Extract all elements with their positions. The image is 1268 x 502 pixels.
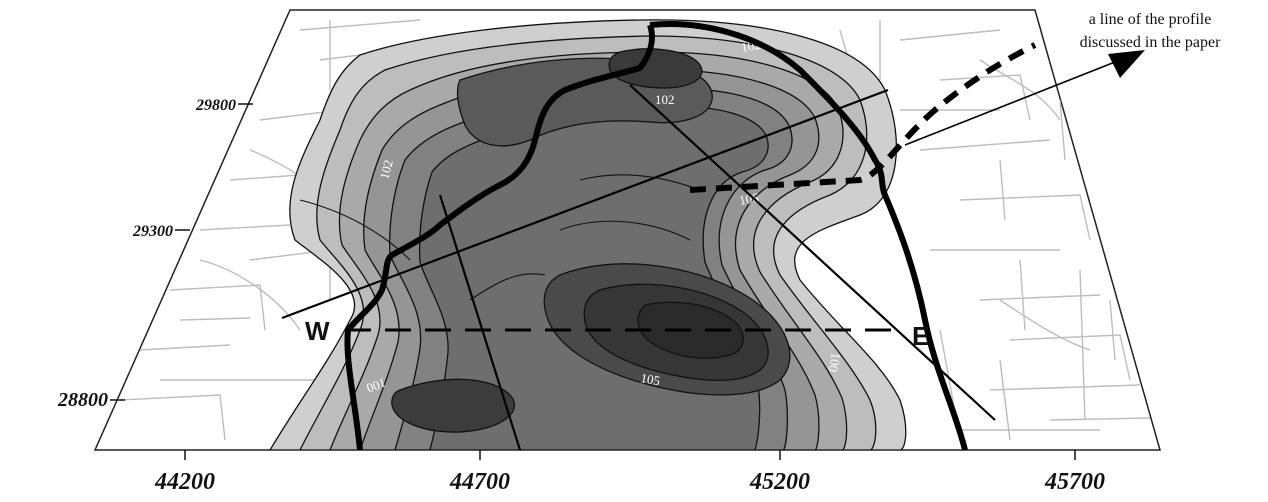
- annotation-arrow-head: [1108, 50, 1145, 78]
- annotation-line-1: a line of the profile: [1088, 11, 1212, 28]
- profile-lines: [281, 84, 996, 450]
- annotation-line-2: discussed in the paper: [1079, 34, 1221, 51]
- contour-label: 102: [655, 92, 675, 107]
- profile-west-label: W: [305, 316, 330, 346]
- x-tick-label: 44700: [449, 469, 510, 495]
- discussed-profile-line: [689, 42, 1037, 193]
- y-tick-label: 29800: [195, 97, 236, 114]
- contour-label: 102: [376, 158, 396, 181]
- x-axis: 44200 44700 45200 45700: [154, 450, 1105, 495]
- profile-east-label: E: [912, 321, 929, 351]
- contour-label: 105: [639, 370, 661, 388]
- y-tick-label: 28800: [57, 389, 108, 411]
- x-tick-label: 45200: [749, 469, 810, 495]
- contour-label: 100: [826, 351, 844, 373]
- annotation-arrow-line: [904, 61, 1116, 146]
- y-axis: 29800 29300 28800: [57, 97, 253, 411]
- contour-label-group: 102 102 102 100 100 105 106: [365, 37, 844, 396]
- contour-label: 106: [738, 190, 760, 208]
- x-tick-label: 45700: [1044, 469, 1105, 495]
- x-tick-label: 44200: [154, 469, 215, 495]
- contour-label: 100: [365, 375, 388, 396]
- contour-layers: [268, 19, 907, 450]
- boundary-line: [344, 21, 968, 450]
- y-tick-label: 29300: [132, 223, 173, 240]
- profile-annotation: a line of the profile discussed in the p…: [1035, 8, 1265, 54]
